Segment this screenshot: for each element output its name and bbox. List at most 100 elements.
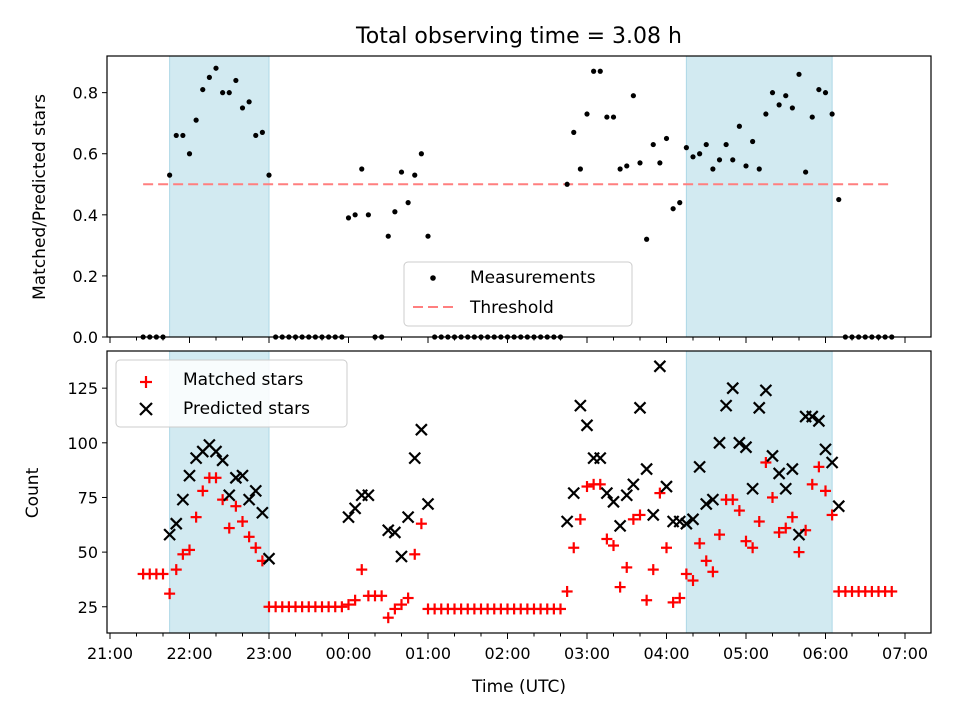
y-tick-label: 0.2: [73, 267, 98, 286]
x-tick-label: 23:00: [246, 644, 292, 663]
bottom-y-axis-label: Count: [23, 467, 43, 518]
matched-star-point: [813, 461, 825, 473]
x-tick-label: 02:00: [484, 644, 530, 663]
matched-star-point: [170, 564, 182, 576]
y-tick-label: 125: [67, 379, 98, 398]
matched-star-point: [621, 561, 633, 573]
legend-threshold-label: Threshold: [469, 298, 554, 318]
measurement-point: [597, 68, 603, 74]
measurement-point: [703, 141, 709, 148]
measurement-point: [173, 132, 179, 139]
matched-star-point: [561, 585, 573, 597]
predicted-star-point: [746, 482, 759, 495]
predicted-star-point: [805, 410, 819, 423]
measurement-point: [730, 157, 736, 163]
predicted-star-point: [236, 469, 249, 482]
predicted-star-point: [739, 440, 753, 454]
matched-star-point: [667, 596, 679, 608]
matched-star-point: [753, 516, 765, 528]
measurement-point: [213, 65, 219, 71]
predicted-star-point: [388, 526, 402, 539]
x-axis-label: Time (UTC): [471, 677, 566, 697]
matched-star-point: [402, 592, 414, 604]
measurement-point: [577, 166, 583, 172]
predicted-star-point: [256, 506, 269, 520]
measurement-point: [617, 166, 623, 172]
matched-star-point: [714, 529, 725, 541]
x-tick-label: 22:00: [166, 644, 212, 663]
matched-star-point: [349, 594, 361, 606]
matched-star-point: [740, 535, 752, 547]
predicted-star-point: [421, 497, 435, 511]
matched-star-point: [164, 588, 176, 600]
predicted-star-point: [825, 456, 839, 469]
x-tick-label: 07:00: [882, 644, 928, 663]
predicted-star-point: [792, 528, 806, 541]
matched-star-point: [601, 533, 613, 545]
legend-predicted-marker: [139, 402, 153, 416]
y-tick-label: 0.6: [73, 145, 98, 164]
measurement-point: [663, 135, 670, 142]
bottom-predicted-points: [163, 360, 846, 565]
matched-star-point: [608, 540, 619, 552]
measurement-point: [723, 141, 729, 148]
predicted-star-point: [169, 517, 183, 530]
predicted-star-point: [560, 515, 574, 528]
predicted-star-point: [653, 360, 667, 373]
measurement-point: [822, 90, 829, 96]
measurement-point: [180, 132, 186, 139]
predicted-star-point: [395, 550, 408, 563]
matched-star-point: [356, 564, 368, 576]
measurement-point: [392, 209, 398, 215]
matched-star-point: [694, 537, 706, 549]
predicted-star-point: [779, 482, 793, 495]
measurement-point: [584, 111, 590, 117]
x-tick-label: 03:00: [564, 644, 610, 663]
matched-star-point: [594, 478, 606, 490]
predicted-star-point: [401, 510, 415, 524]
matched-star-point: [376, 590, 388, 602]
measurement-point: [697, 151, 703, 157]
measurement-point: [365, 212, 371, 218]
measurement-point: [167, 172, 173, 178]
top-x-ticks: [109, 337, 906, 343]
measurement-point: [418, 151, 424, 157]
top-axes-frame: [106, 55, 932, 338]
measurement-point: [783, 93, 789, 99]
measurement-point: [677, 200, 683, 206]
matched-star-point: [177, 548, 189, 560]
measurement-point: [200, 86, 206, 93]
matched-star-point: [237, 516, 248, 528]
measurement-point: [571, 129, 577, 135]
predicted-star-point: [766, 449, 779, 463]
measurement-point: [220, 90, 226, 96]
matched-star-point: [157, 568, 169, 580]
measurement-point: [710, 166, 716, 172]
predicted-star-point: [183, 469, 196, 482]
x-tick-label: 00:00: [325, 644, 371, 663]
matched-star-point: [733, 505, 745, 517]
measurement-point: [412, 172, 418, 178]
matched-star-point: [190, 511, 202, 523]
measurement-point: [690, 154, 696, 160]
matched-star-point: [415, 518, 427, 530]
predicted-star-point: [176, 493, 190, 506]
matched-star-point: [396, 599, 407, 611]
shaded-region: [685, 350, 833, 634]
x-tick-label: 21:00: [87, 644, 133, 663]
measurement-point: [591, 68, 597, 74]
predicted-star-point: [249, 484, 263, 498]
matched-star-point: [555, 603, 566, 615]
predicted-star-point: [620, 489, 634, 502]
x-tick-label: 06:00: [802, 644, 848, 663]
matched-star-point: [627, 513, 639, 525]
y-tick-label: 0.8: [73, 84, 98, 103]
predicted-star-point: [580, 419, 594, 432]
measurement-point: [796, 71, 802, 77]
measurement-point: [756, 166, 762, 172]
measurement-point: [206, 74, 212, 80]
predicted-star-point: [574, 399, 587, 412]
predicted-star-point: [222, 489, 236, 502]
matched-star-point: [886, 585, 898, 597]
